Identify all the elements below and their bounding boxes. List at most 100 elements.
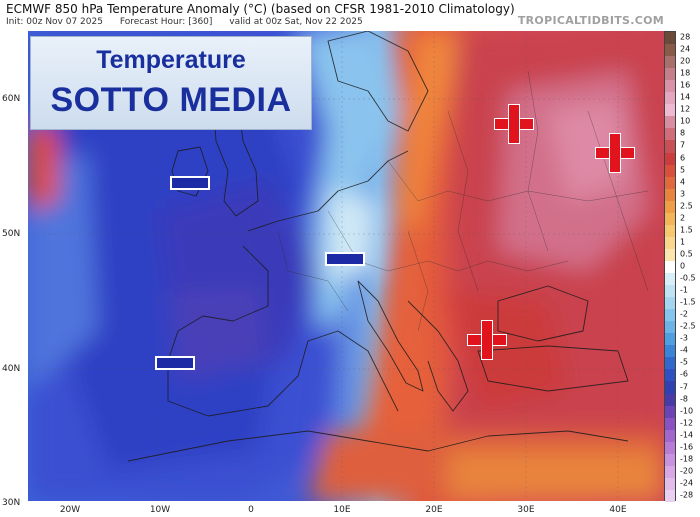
colorbar-tick-label: 2.5 (680, 201, 693, 211)
colorbar-cell (665, 224, 675, 238)
init-time: Init: 00z Nov 07 2025 (6, 17, 103, 27)
forecast-hour: Forecast Hour: [360] (119, 17, 213, 27)
plus-marker-russia-west (494, 104, 534, 144)
colorbar-cell (665, 405, 675, 419)
colorbar-cell (665, 321, 675, 334)
colorbar-cell (665, 236, 675, 250)
valid-time: valid at 00z Sat, Nov 22 2025 (229, 17, 363, 27)
colorbar-cell (665, 80, 675, 93)
colorbar-tick-label: -18 (680, 454, 694, 464)
colorbar-cell (665, 104, 675, 117)
lat-label-50n: 50N (2, 229, 21, 239)
colorbar-tick-label: 8 (680, 128, 686, 138)
lat-label-30n: 30N (2, 498, 21, 508)
colorbar-cell (665, 92, 675, 105)
colorbar-tick-label: 3 (680, 189, 686, 199)
lon-label-0: 0 (248, 505, 254, 515)
colorbar-tick-label: 20 (680, 56, 691, 66)
colorbar-tick-label: 28 (680, 32, 691, 42)
colorbar-tick-label: 10 (680, 116, 691, 126)
colorbar-cell (665, 333, 675, 346)
colorbar-tick-label: 0 (680, 261, 686, 271)
lon-label-10w: 10W (149, 505, 171, 515)
colorbar-cell (665, 152, 675, 166)
colorbar-cell (665, 200, 675, 214)
colorbar-tick-label: 1.5 (680, 225, 693, 235)
colorbar-tick-label: 14 (680, 92, 691, 102)
lat-label-40n: 40N (2, 364, 21, 374)
headline-below-average: SOTTO MEDIA (50, 81, 292, 119)
colorbar-tick-label: -28 (680, 490, 694, 500)
colorbar-cell (665, 116, 675, 129)
plus-marker-balkans (467, 320, 507, 360)
lon-label-10e: 10E (333, 505, 351, 515)
minus-marker-central-europe (325, 252, 365, 266)
colorbar-tick-label: -1 (680, 285, 688, 295)
plus-marker-russia-east (595, 133, 635, 173)
headline-box: Temperature SOTTO MEDIA (30, 36, 312, 130)
colorbar-cell (665, 44, 675, 57)
colorbar-cell (665, 381, 675, 395)
colorbar-cell (665, 188, 675, 202)
colorbar-cell (665, 345, 675, 358)
colorbar-tick-label: -10 (680, 406, 694, 416)
colorbar-tick-label: 5 (680, 165, 686, 175)
colorbar-cell (665, 429, 675, 443)
colorbar-tick-label: -8 (680, 394, 688, 404)
colorbar-tick-label: -0.5 (680, 273, 696, 283)
colorbar-tick-label: 2 (680, 213, 686, 223)
colorbar-cell (665, 309, 675, 322)
colorbar-cell (665, 140, 675, 153)
colorbar-tick-label: -12 (680, 418, 694, 428)
colorbar-tick-label: -7 (680, 382, 688, 391)
colorbar-cell (665, 453, 675, 467)
colorbar-cell (665, 441, 675, 455)
lon-label-20w: 20W (59, 505, 81, 515)
colorbar-tick-label: -5 (680, 357, 688, 367)
headline-temperature: Temperature (96, 46, 246, 74)
colorbar-tick-label: 18 (680, 68, 691, 78)
colorbar-tick-label: 1 (680, 237, 686, 247)
colorbar-cell (665, 248, 675, 262)
colorbar-tick-label: -2.5 (680, 321, 696, 331)
lon-label-20e: 20E (425, 505, 443, 515)
colorbar-cell (665, 212, 675, 226)
colorbar-cell (665, 285, 675, 298)
minus-marker-iberia (155, 356, 195, 370)
lon-label-40e: 40E (609, 505, 627, 515)
colorbar-cell (665, 260, 675, 274)
lat-label-60n: 60N (2, 94, 21, 104)
map-subtitle: Init: 00z Nov 07 2025 Forecast Hour: [36… (6, 17, 377, 27)
colorbar-tick-label: -24 (680, 478, 694, 488)
colorbar-cell (665, 357, 675, 370)
colorbar (664, 31, 676, 503)
brand-watermark: TROPICALTIDBITS.COM (517, 14, 664, 27)
colorbar-cell (665, 297, 675, 310)
colorbar-tick-label: 4 (680, 177, 686, 187)
colorbar-cell (665, 273, 675, 286)
colorbar-cell (665, 176, 675, 190)
map-title: ECMWF 850 hPa Temperature Anomaly (°C) (… (6, 2, 515, 16)
colorbar-tick-label: -16 (680, 442, 694, 452)
colorbar-tick-label: 0.5 (680, 249, 693, 259)
colorbar-cell (665, 164, 675, 178)
colorbar-tick-label: 24 (680, 44, 691, 54)
colorbar-cell (665, 369, 675, 382)
colorbar-cell (665, 32, 675, 45)
colorbar-tick-label: 12 (680, 104, 691, 114)
colorbar-cell (665, 128, 675, 141)
colorbar-cell (665, 489, 675, 503)
colorbar-tick-label: -1.5 (680, 297, 696, 307)
colorbar-tick-label: 6 (680, 153, 686, 163)
colorbar-tick-label: -2 (680, 309, 688, 319)
colorbar-tick-label: -6 (680, 369, 688, 379)
colorbar-tick-label: 16 (680, 80, 691, 90)
colorbar-cell (665, 417, 675, 431)
colorbar-tick-label: -20 (680, 466, 694, 476)
colorbar-cell (665, 68, 675, 81)
colorbar-tick-label: 7 (680, 140, 686, 150)
colorbar-cell (665, 465, 675, 479)
minus-marker-uk (170, 176, 210, 190)
colorbar-tick-label: -4 (680, 345, 688, 355)
colorbar-tick-label: -14 (680, 430, 694, 440)
